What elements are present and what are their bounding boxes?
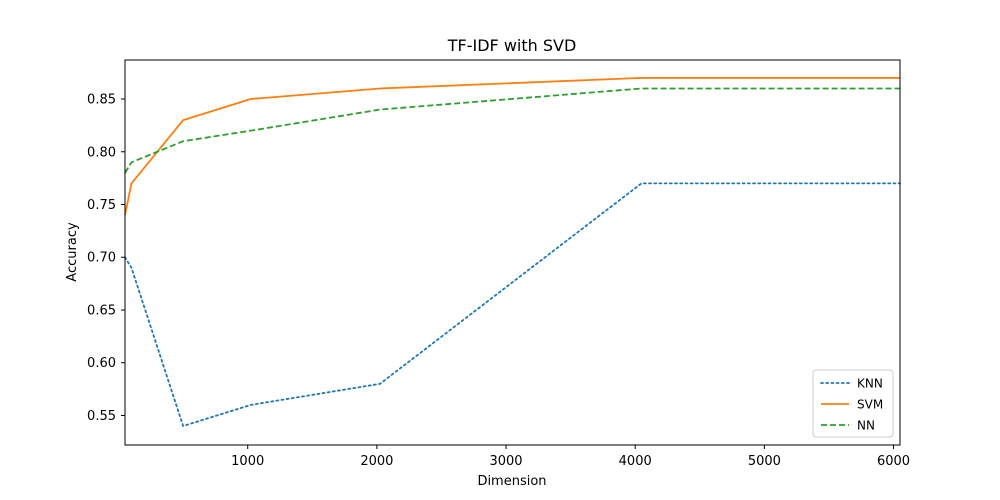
- plot-area: [125, 60, 900, 445]
- legend-box: [812, 369, 894, 438]
- series-layer: [124, 77, 901, 427]
- chart-title: TF-IDF with SVD: [447, 36, 577, 55]
- series-line-knn: [124, 182, 901, 427]
- x-tick-label-1000: 1000: [231, 454, 264, 469]
- x-tick-label-3000: 3000: [489, 454, 522, 469]
- y-tick-label-0-65: 0.65: [87, 303, 116, 318]
- y-tick-label-0-75: 0.75: [87, 198, 116, 213]
- y-axis-ticks: 0.55 0.60 0.65 0.70 0.75 0.80 0.85: [87, 93, 125, 424]
- y-tick-label-0-55: 0.55: [87, 409, 116, 424]
- series-line-svm: [124, 77, 900, 216]
- y-tick-label-0-60: 0.60: [87, 356, 116, 371]
- legend-label-nn: NN: [857, 419, 875, 433]
- y-tick-label-0-80: 0.80: [87, 145, 116, 160]
- x-tick-label-6000: 6000: [877, 454, 910, 469]
- series-line-nn: [124, 87, 900, 174]
- plot-frame: [124, 59, 901, 446]
- x-tick-label-2000: 2000: [360, 454, 393, 469]
- x-tick-label-5000: 5000: [748, 454, 781, 469]
- legend-label-svm: SVM: [857, 398, 883, 412]
- y-tick-label-0-85: 0.85: [87, 93, 116, 108]
- x-axis-label: Dimension: [477, 474, 546, 489]
- x-tick-label-4000: 4000: [619, 454, 652, 469]
- y-tick-label-0-70: 0.70: [87, 251, 116, 266]
- x-axis-ticks: 1000 2000 3000 4000 5000 6000: [231, 445, 910, 469]
- y-axis-label: Accuracy: [65, 222, 80, 282]
- legend-label-knn: KNN: [857, 377, 883, 391]
- legend: KNN SVM NN: [812, 369, 894, 438]
